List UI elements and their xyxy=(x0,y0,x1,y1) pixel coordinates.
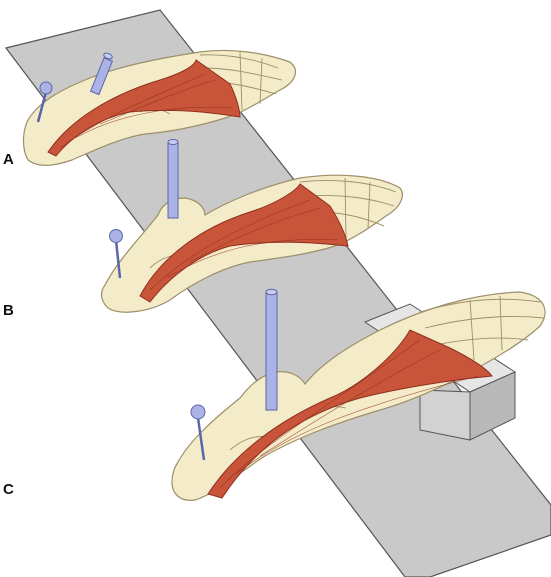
panel-label-c: C xyxy=(3,481,14,498)
foot-c-pin-heel xyxy=(190,404,206,461)
base-board xyxy=(4,9,551,577)
foot-a-pin-heel xyxy=(36,81,53,123)
foot-a xyxy=(22,49,297,166)
foot-b xyxy=(101,139,403,313)
foot-a-muscle xyxy=(47,59,241,157)
foot-a-pin-midfoot xyxy=(89,52,114,96)
foot-b-pin-midfoot xyxy=(167,139,179,219)
foot-c-muscle xyxy=(207,329,493,499)
panel-label-b: B xyxy=(3,302,14,319)
foot-c xyxy=(171,288,546,501)
foot-b-muscle xyxy=(139,183,349,303)
foot-c-pin-midfoot xyxy=(265,288,278,411)
foot-b-pin-heel xyxy=(109,229,123,279)
panel-label-a: A xyxy=(3,151,14,168)
